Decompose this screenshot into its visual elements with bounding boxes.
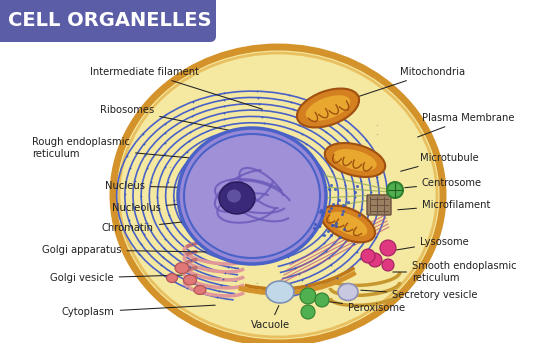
- Ellipse shape: [178, 128, 326, 264]
- Ellipse shape: [266, 281, 294, 303]
- Text: Intermediate filament: Intermediate filament: [90, 67, 262, 109]
- Text: Cytoplasm: Cytoplasm: [62, 305, 215, 317]
- Text: Mitochondria: Mitochondria: [351, 67, 465, 99]
- Text: Plasma Membrane: Plasma Membrane: [418, 113, 515, 137]
- Ellipse shape: [325, 143, 385, 177]
- FancyBboxPatch shape: [367, 195, 391, 215]
- Ellipse shape: [219, 182, 255, 214]
- Ellipse shape: [368, 253, 382, 267]
- Text: Vacuole: Vacuole: [250, 306, 290, 330]
- Text: Secretory vesicle: Secretory vesicle: [361, 290, 478, 300]
- Ellipse shape: [227, 189, 241, 202]
- FancyBboxPatch shape: [0, 0, 216, 42]
- Ellipse shape: [306, 95, 351, 121]
- Text: Nucleolus: Nucleolus: [112, 200, 225, 213]
- Ellipse shape: [301, 305, 315, 319]
- Text: Microtubule: Microtubule: [400, 153, 479, 171]
- Text: Golgi vesicle: Golgi vesicle: [50, 273, 182, 283]
- Ellipse shape: [184, 275, 197, 285]
- Ellipse shape: [166, 273, 178, 283]
- Text: Peroxisome: Peroxisome: [319, 300, 405, 313]
- Text: Smooth endoplasmic
reticulum: Smooth endoplasmic reticulum: [393, 261, 517, 283]
- Text: Rough endoplasmic
reticulum: Rough endoplasmic reticulum: [32, 137, 232, 162]
- Ellipse shape: [300, 288, 316, 304]
- Text: Chromatin: Chromatin: [102, 218, 215, 233]
- Text: Microfilament: Microfilament: [398, 200, 491, 210]
- Ellipse shape: [380, 240, 396, 256]
- Ellipse shape: [297, 88, 359, 128]
- Text: Golgi apparatus: Golgi apparatus: [42, 245, 209, 255]
- Ellipse shape: [338, 284, 358, 300]
- Ellipse shape: [321, 206, 375, 242]
- Ellipse shape: [184, 134, 320, 258]
- Text: Lysosome: Lysosome: [387, 237, 469, 251]
- Ellipse shape: [387, 182, 403, 198]
- Ellipse shape: [315, 293, 329, 307]
- Ellipse shape: [329, 212, 367, 236]
- Text: Nucleus: Nucleus: [105, 181, 205, 191]
- Ellipse shape: [361, 249, 375, 263]
- Text: Ribosomes: Ribosomes: [100, 105, 265, 138]
- Ellipse shape: [382, 259, 394, 271]
- Ellipse shape: [175, 262, 189, 273]
- Ellipse shape: [113, 47, 443, 343]
- Ellipse shape: [333, 149, 377, 171]
- Ellipse shape: [194, 285, 206, 295]
- Text: Centrosome: Centrosome: [405, 178, 482, 188]
- Text: CELL ORGANELLES: CELL ORGANELLES: [8, 11, 212, 29]
